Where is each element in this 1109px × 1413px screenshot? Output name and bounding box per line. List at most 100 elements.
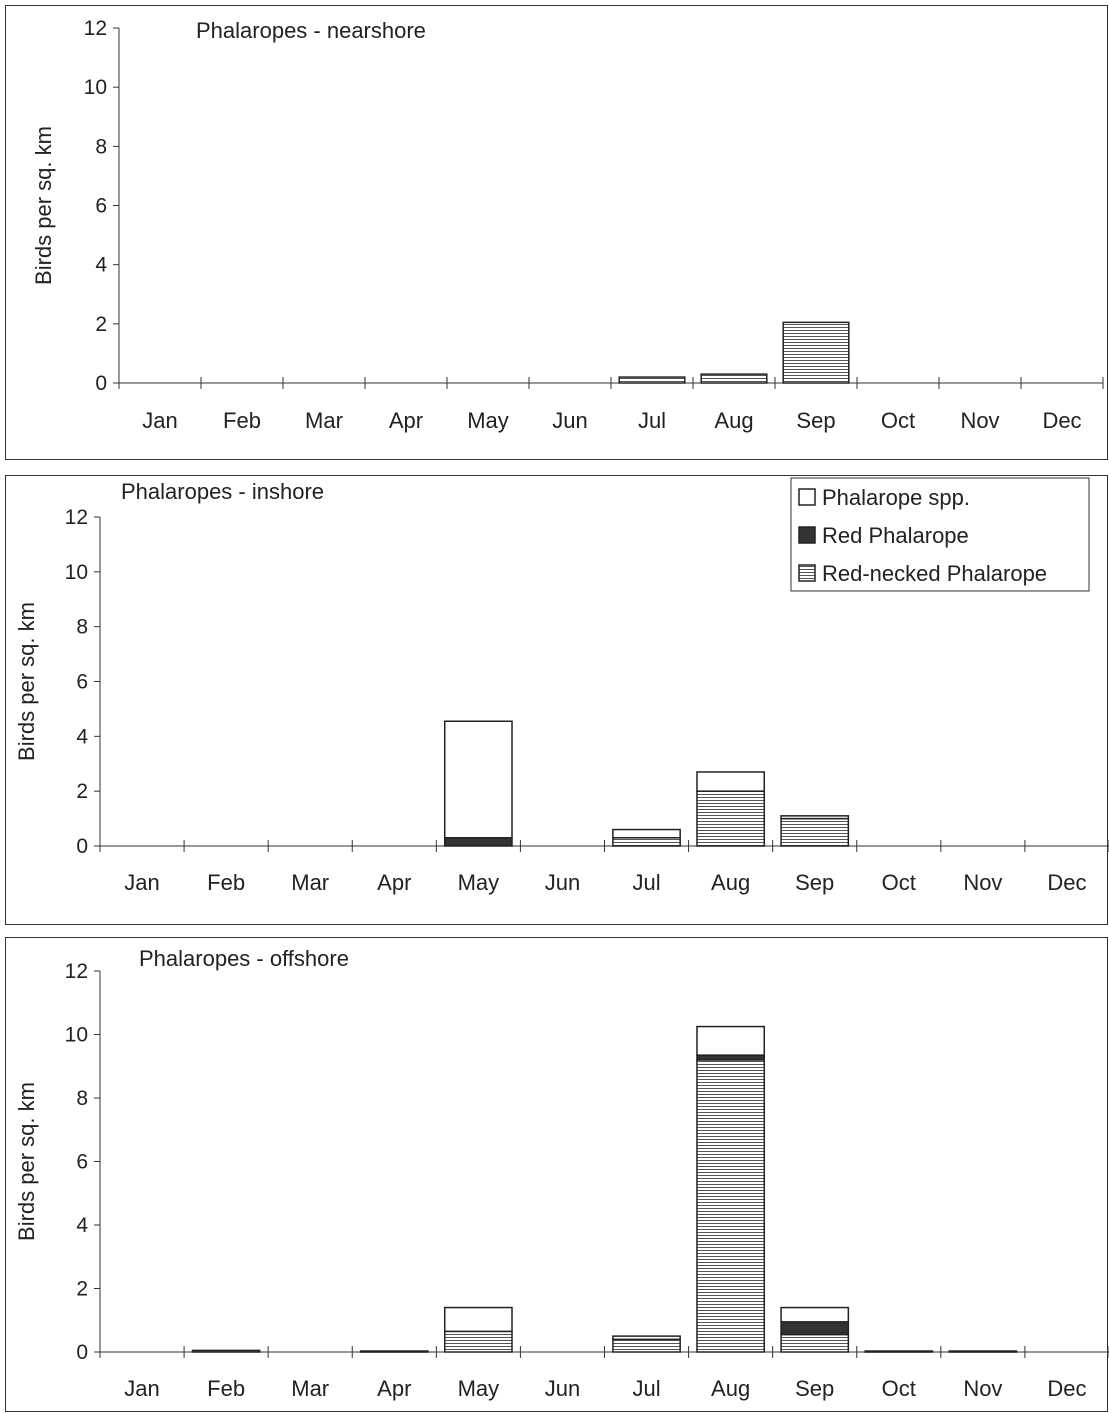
- x-tick-label-oct: Oct: [881, 408, 915, 433]
- y-tick-label-0: 0: [76, 835, 88, 858]
- x-tick-label-nov: Nov: [963, 1376, 1002, 1401]
- x-tick-label-feb: Feb: [223, 408, 261, 433]
- x-tick-label-sep: Sep: [795, 870, 834, 895]
- bar-sep-red-necked-phalarope: [780, 1333, 850, 1353]
- x-tick-label-mar: Mar: [291, 870, 329, 895]
- x-tick-label-jun: Jun: [552, 408, 587, 433]
- y-tick-label-2: 2: [95, 313, 107, 336]
- y-tick-label-10: 10: [65, 1024, 88, 1047]
- y-axis-label: Birds per sq. km: [14, 1082, 39, 1241]
- bar-nov-red-necked-phalarope: [948, 1350, 1018, 1353]
- x-tick-label-apr: Apr: [389, 408, 423, 433]
- bar-may-red-necked-phalarope: [443, 1330, 513, 1353]
- x-tick-label-dec: Dec: [1047, 1376, 1086, 1401]
- y-tick-label-10: 10: [84, 76, 107, 99]
- bar-sep-red-necked-phalarope: [780, 817, 850, 847]
- x-tick-label-jan: Jan: [124, 870, 159, 895]
- x-tick-label-jun: Jun: [545, 1376, 580, 1401]
- y-tick-label-6: 6: [95, 195, 107, 218]
- chart-panel-offshore: 0 2 4 6 8 10 12 Jan Feb Mar Apr May Jun Jul Aug Sep Oct N…: [5, 937, 1109, 1412]
- x-tick-label-aug: Aug: [711, 870, 750, 895]
- bar-feb-red-necked-phalarope: [191, 1349, 261, 1353]
- x-tick-label-jan: Jan: [142, 408, 177, 433]
- legend-swatch-red-necked-phalarope: [798, 564, 816, 582]
- legend-label-phalarope-spp: Phalarope spp.: [822, 485, 970, 510]
- bar-jul-phalarope-spp: [612, 828, 681, 839]
- bar-aug-red-necked-phalarope: [696, 790, 766, 847]
- x-tick-label-jan: Jan: [124, 1376, 159, 1401]
- y-tick-label-12: 12: [65, 960, 88, 983]
- legend-swatch-red-phalarope: [798, 526, 816, 544]
- x-tick-label-dec: Dec: [1047, 870, 1086, 895]
- bar-sep-phalarope-spp: [780, 1306, 850, 1323]
- x-tick-label-mar: Mar: [305, 408, 343, 433]
- bar-aug-red-necked-phalarope: [700, 373, 768, 384]
- y-tick-label-6: 6: [76, 1151, 88, 1174]
- x-tick-label-may: May: [458, 1376, 500, 1401]
- chart-title: Phalaropes - inshore: [121, 479, 324, 504]
- chart-title: Phalaropes - nearshore: [196, 18, 426, 43]
- bar-jul-red-necked-phalarope: [612, 837, 681, 847]
- chart-offshore: 0 2 4 6 8 10 12 Jan Feb Mar Apr May Jun Jul Aug Sep Oct N…: [14, 946, 1109, 1401]
- x-tick-label-mar: Mar: [291, 1376, 329, 1401]
- x-tick-label-dec: Dec: [1042, 408, 1081, 433]
- chart-panel-nearshore: 0 2 4 6 8 10 12 Jan Feb Mar Apr May Jun Jul Aug Sep Oct N…: [5, 5, 1108, 460]
- x-tick-label-apr: Apr: [377, 1376, 411, 1401]
- y-tick-label-8: 8: [95, 135, 107, 158]
- bar-aug-phalarope-spp: [696, 1025, 766, 1056]
- x-tick-label-sep: Sep: [795, 1376, 834, 1401]
- y-tick-label-0: 0: [95, 372, 107, 395]
- y-tick-label-12: 12: [84, 17, 107, 40]
- x-tick-label-may: May: [467, 408, 509, 433]
- chart-panel-inshore: 0 2 4 6 8 10 12 Jan Feb Mar Apr May Jun Jul Aug Sep Oct N…: [5, 475, 1109, 925]
- y-tick-label-2: 2: [76, 780, 88, 803]
- bar-jul-red-necked-phalarope: [618, 376, 686, 384]
- x-tick-label-feb: Feb: [207, 1376, 245, 1401]
- x-tick-label-feb: Feb: [207, 870, 245, 895]
- x-tick-label-aug: Aug: [714, 408, 753, 433]
- y-tick-label-4: 4: [76, 725, 88, 748]
- bar-may-phalarope-spp: [443, 1306, 513, 1333]
- x-tick-label-jul: Jul: [638, 408, 666, 433]
- x-tick-label-jul: Jul: [632, 1376, 660, 1401]
- chart-title: Phalaropes - offshore: [139, 946, 349, 971]
- legend-label-red-phalarope: Red Phalarope: [822, 523, 969, 548]
- x-tick-label-jul: Jul: [632, 870, 660, 895]
- legend-label-red-necked-phalarope: Red-necked Phalarope: [822, 561, 1047, 586]
- chart-inshore: 0 2 4 6 8 10 12 Jan Feb Mar Apr May Jun Jul Aug Sep Oct N…: [14, 477, 1109, 895]
- x-tick-label-nov: Nov: [960, 408, 999, 433]
- y-axis-label: Birds per sq. km: [14, 602, 39, 761]
- bar-sep-phalarope-spp: [780, 815, 850, 820]
- y-tick-label-4: 4: [95, 254, 107, 277]
- x-tick-label-oct: Oct: [882, 870, 916, 895]
- bar-jul-red-necked-phalarope: [612, 1338, 681, 1353]
- x-tick-label-sep: Sep: [796, 408, 835, 433]
- x-tick-label-may: May: [458, 870, 500, 895]
- y-tick-label-6: 6: [76, 671, 88, 694]
- bar-aug-red-necked-phalarope: [696, 1059, 766, 1353]
- y-tick-label-2: 2: [76, 1278, 88, 1301]
- x-tick-label-jun: Jun: [545, 870, 580, 895]
- y-tick-label-0: 0: [76, 1341, 88, 1364]
- x-tick-label-oct: Oct: [882, 1376, 916, 1401]
- bar-apr-red-necked-phalarope: [359, 1350, 429, 1353]
- y-axis-label: Birds per sq. km: [31, 126, 56, 285]
- bar-aug-phalarope-spp: [696, 771, 766, 792]
- bar-may-red-phalarope: [443, 837, 513, 847]
- y-tick-label-12: 12: [65, 506, 88, 529]
- x-tick-label-apr: Apr: [377, 870, 411, 895]
- y-tick-label-4: 4: [76, 1214, 88, 1237]
- x-tick-label-aug: Aug: [711, 1376, 750, 1401]
- bar-sep-red-necked-phalarope: [782, 321, 850, 384]
- y-tick-label-8: 8: [76, 1087, 88, 1110]
- bar-jul-phalarope-spp: [612, 1335, 681, 1341]
- y-tick-label-8: 8: [76, 616, 88, 639]
- x-tick-label-nov: Nov: [963, 870, 1002, 895]
- legend-swatch-phalarope-spp: [798, 488, 816, 506]
- chart-nearshore: 0 2 4 6 8 10 12 Jan Feb Mar Apr May Jun Jul Aug Sep Oct N…: [31, 17, 1104, 433]
- y-tick-label-10: 10: [65, 561, 88, 584]
- legend-box: [790, 477, 1090, 592]
- bar-may-phalarope-spp: [443, 720, 513, 839]
- bar-oct-red-necked-phalarope: [864, 1350, 934, 1353]
- bar-sep-red-phalarope: [780, 1321, 850, 1336]
